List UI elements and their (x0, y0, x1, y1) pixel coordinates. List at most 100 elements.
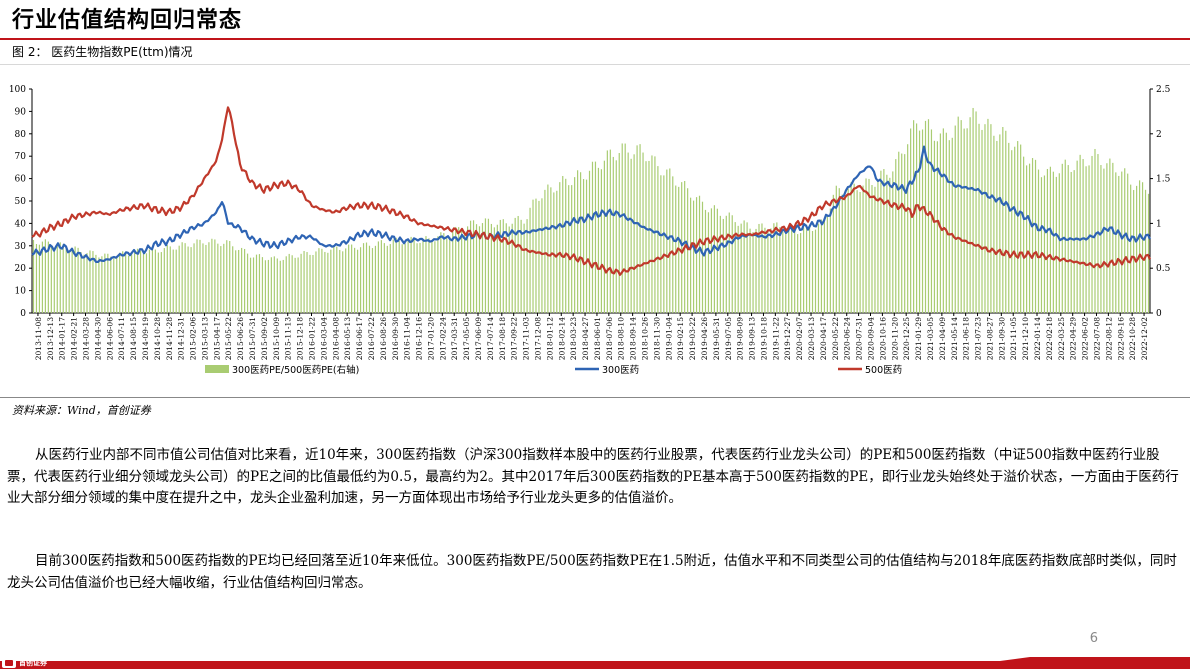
ratio-bar (226, 240, 228, 313)
ratio-bar (782, 231, 784, 313)
ratio-bar (469, 220, 472, 313)
ratio-bar (835, 185, 837, 313)
x-tick-label: 2017-05-05 (462, 317, 471, 360)
ratio-bar (187, 246, 189, 313)
ratio-bar (122, 251, 124, 313)
ratio-bar (615, 160, 617, 313)
ratio-bar (145, 253, 148, 313)
ratio-bar (199, 239, 201, 313)
x-tick-label: 2018-11-30 (652, 317, 661, 360)
ratio-bar (743, 220, 745, 313)
ratio-bar (1005, 130, 1007, 313)
ratio-bar (719, 215, 721, 313)
body-paragraph-1: 从医药行业内部不同市值公司估值对比来看，近10年来，300医药指数（沪深300指… (7, 447, 1179, 506)
ratio-bar (681, 182, 683, 313)
x-tick-label: 2016-06-17 (355, 317, 364, 360)
ratio-bar (627, 152, 629, 313)
ratio-bar (154, 249, 156, 313)
ratio-bar (282, 259, 284, 313)
ratio-bar (59, 242, 61, 313)
ratio-bar (767, 230, 769, 313)
ratio-bar (582, 179, 585, 313)
ratio-bar (698, 195, 701, 313)
ratio-bar (98, 257, 100, 313)
ratio-bar (270, 257, 272, 313)
ratio-bar (823, 217, 826, 313)
ratio-bar (603, 160, 605, 313)
ratio-bar (749, 228, 751, 313)
ratio-bar (811, 230, 814, 313)
ratio-bar (333, 246, 335, 313)
ratio-bar (654, 156, 656, 313)
ratio-bar (1020, 144, 1022, 313)
ratio-bar (157, 252, 159, 313)
ratio-bar (401, 244, 403, 313)
ratio-bar (128, 255, 130, 313)
ratio-bar (1091, 155, 1093, 313)
ratio-bar (1002, 126, 1004, 313)
ratio-bar (532, 199, 534, 313)
x-tick-label: 2015-06-26 (236, 317, 245, 360)
ratio-bar (351, 244, 353, 313)
ratio-bar (1130, 184, 1132, 313)
x-tick-label: 2015-11-13 (284, 317, 293, 360)
ratio-bar (675, 185, 677, 313)
y-left-tick-label: 50 (15, 197, 27, 207)
ratio-bar (871, 184, 873, 313)
ratio-bar (883, 169, 885, 313)
x-tick-label: 2015-10-09 (272, 317, 281, 360)
ratio-bar (630, 158, 632, 313)
x-tick-label: 2015-07-31 (248, 317, 257, 360)
ratio-bar (942, 128, 944, 313)
ratio-bar (484, 218, 487, 313)
ratio-bar (788, 226, 790, 313)
ratio-bar (579, 172, 582, 313)
ratio-bar (217, 243, 219, 313)
ratio-bar (535, 198, 537, 313)
footer-bar (0, 657, 1190, 669)
ratio-bar (880, 170, 882, 313)
ratio-bar (933, 140, 936, 313)
ratio-bar (704, 209, 707, 313)
ratio-bar (544, 189, 546, 313)
ratio-bar (339, 249, 341, 313)
ratio-bar (392, 239, 394, 313)
ratio-bar (1118, 175, 1120, 313)
ratio-bar (193, 243, 195, 313)
ratio-bar (639, 144, 641, 313)
ratio-bar (960, 120, 962, 313)
ratio-bar (1049, 166, 1051, 313)
x-tick-label: 2017-09-22 (510, 317, 519, 360)
x-tick-label: 2020-11-20 (890, 317, 899, 360)
ratio-bar (1017, 141, 1019, 313)
ratio-bar (32, 239, 35, 313)
ratio-bar (1031, 158, 1034, 313)
ratio-bar (395, 237, 397, 313)
ratio-bar (345, 248, 347, 313)
ratio-bar (1109, 158, 1111, 313)
ratio-bar (574, 177, 576, 313)
y-left-tick-label: 90 (15, 107, 27, 117)
ratio-bar (92, 251, 94, 313)
page-title: 行业估值结构回归常态 (12, 8, 243, 33)
ratio-bar (383, 243, 385, 313)
ratio-bar (35, 244, 38, 313)
ratio-bar (636, 145, 638, 313)
ratio-bar (232, 246, 234, 313)
legend-label: 500医药 (865, 365, 902, 376)
x-tick-label: 2021-01-29 (914, 317, 923, 360)
ratio-bar (927, 119, 930, 313)
ratio-bar (526, 219, 528, 313)
ratio-bar (1076, 160, 1078, 313)
y-right-tick-label: 2 (1156, 130, 1162, 140)
page-number: 6 (1089, 631, 1098, 646)
ratio-bar (243, 248, 246, 313)
ratio-bar (856, 190, 858, 313)
x-tick-label: 2020-05-22 (831, 317, 840, 360)
ratio-bar (101, 256, 103, 313)
ratio-bar (294, 257, 296, 313)
ratio-bar (814, 229, 817, 313)
source-note: 资料来源：Wind，首创证券 (12, 404, 151, 417)
ratio-bar (672, 176, 674, 313)
ratio-bar (342, 251, 344, 313)
